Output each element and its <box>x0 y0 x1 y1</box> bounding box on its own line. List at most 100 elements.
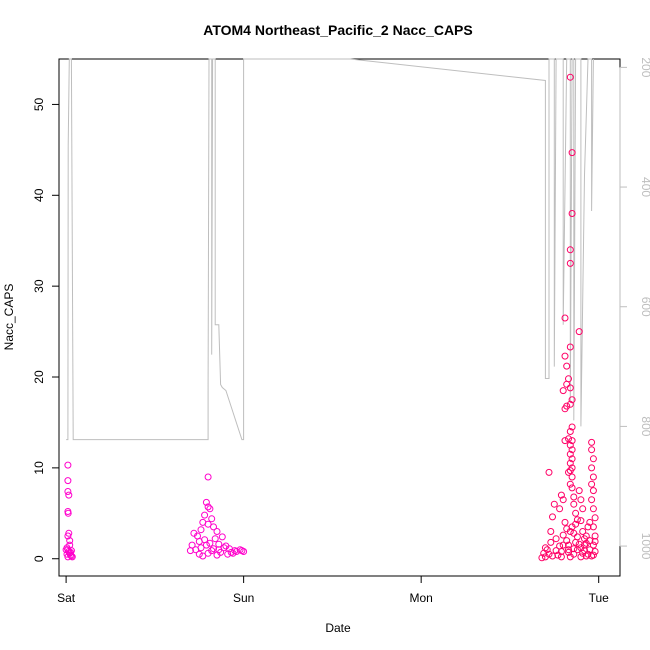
data-point <box>561 518 569 526</box>
data-point <box>565 546 572 554</box>
data-point <box>573 516 581 524</box>
data-point <box>561 314 569 322</box>
data-point <box>566 259 574 267</box>
data-point <box>538 554 546 562</box>
data-point <box>568 473 576 481</box>
data-point <box>566 441 574 449</box>
data-point <box>224 550 232 558</box>
data-point <box>566 553 574 561</box>
y-tick-label: 0 <box>32 555 46 562</box>
data-point <box>561 437 569 445</box>
data-point <box>589 523 597 531</box>
chart-title: ATOM4 Northeast_Pacific_2 Nacc_CAPS <box>203 22 472 38</box>
data-point <box>195 550 203 558</box>
data-point <box>64 488 72 495</box>
y-axis: 0 10 20 30 40 50 <box>32 97 60 562</box>
data-point <box>543 546 551 554</box>
data-points-layer <box>62 73 599 562</box>
data-point <box>227 548 235 556</box>
data-point <box>568 455 576 463</box>
data-point <box>186 547 194 555</box>
y-tick-label: 50 <box>32 97 46 111</box>
x-tick-label: Mon <box>409 591 432 605</box>
data-point <box>568 396 576 404</box>
y-axis-label: Nacc_CAPS <box>2 284 16 351</box>
data-point <box>206 505 214 513</box>
data-point <box>557 491 565 499</box>
data-point <box>588 480 596 488</box>
data-point <box>579 505 587 513</box>
data-point <box>218 533 226 541</box>
data-point <box>64 461 72 469</box>
right-axis: 200 400 600 800 1000 <box>619 57 650 560</box>
data-point <box>577 517 585 525</box>
data-point <box>566 73 574 81</box>
data-point <box>204 503 212 511</box>
data-point <box>552 535 560 543</box>
data-point <box>568 149 576 157</box>
data-point <box>67 548 74 556</box>
data-point <box>577 496 585 504</box>
data-point <box>570 529 578 537</box>
data-point <box>557 553 565 561</box>
data-point <box>197 526 205 534</box>
data-point <box>566 450 574 458</box>
right-tick-label: 200 <box>639 57 650 77</box>
x-axis-label: Date <box>325 621 351 635</box>
data-point <box>565 541 572 549</box>
right-tick-label: 400 <box>639 177 650 197</box>
data-point <box>589 551 597 559</box>
data-point <box>588 496 596 504</box>
data-point <box>589 505 597 513</box>
data-point <box>586 518 594 526</box>
data-point <box>591 514 599 522</box>
data-point <box>582 532 590 540</box>
altitude-line-layer <box>66 58 594 441</box>
data-point <box>566 343 574 351</box>
data-point <box>552 547 560 555</box>
data-point <box>570 500 578 508</box>
y-tick-label: 10 <box>32 461 46 475</box>
data-point <box>559 387 567 395</box>
data-point <box>586 546 594 554</box>
data-point <box>568 423 576 431</box>
data-point <box>64 477 72 485</box>
data-point <box>213 528 221 535</box>
data-point <box>565 435 572 443</box>
x-tick-label: Tue <box>589 591 610 605</box>
data-point <box>577 553 585 561</box>
data-point <box>589 455 597 463</box>
right-tick-label: 1000 <box>639 533 650 560</box>
data-point <box>199 552 207 560</box>
right-tick-label: 600 <box>639 297 650 317</box>
data-point <box>66 537 74 545</box>
data-point <box>204 520 212 528</box>
data-point <box>556 505 564 513</box>
data-point <box>65 491 73 499</box>
data-point <box>549 552 556 560</box>
x-tick-label: Sat <box>57 591 76 605</box>
data-point <box>541 544 549 552</box>
data-point <box>591 538 599 545</box>
data-point <box>67 552 75 560</box>
data-point <box>565 548 572 556</box>
x-axis: Sat Sun Mon Tue <box>57 575 610 605</box>
right-tick-label: 800 <box>639 416 650 436</box>
data-point <box>550 500 558 508</box>
data-point <box>566 428 574 435</box>
data-point <box>197 544 205 552</box>
data-point <box>588 464 596 472</box>
data-point <box>568 437 576 445</box>
data-point <box>575 487 583 495</box>
data-point <box>201 511 209 519</box>
data-point <box>238 547 246 555</box>
data-point <box>568 210 576 217</box>
data-point <box>572 520 580 528</box>
plot-frame <box>58 58 621 577</box>
data-point <box>210 523 217 531</box>
data-point <box>556 542 564 550</box>
data-point <box>206 539 214 547</box>
data-point <box>559 496 567 504</box>
data-point <box>566 480 574 488</box>
data-point <box>559 531 567 539</box>
